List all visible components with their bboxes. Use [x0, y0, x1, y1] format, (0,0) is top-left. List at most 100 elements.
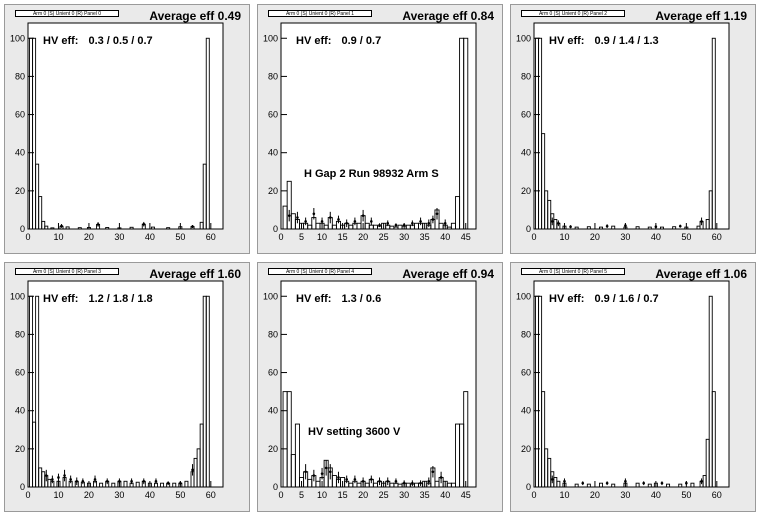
error-marker [63, 474, 66, 477]
error-marker [353, 220, 357, 223]
y-tick-label: 80 [521, 71, 531, 81]
average-eff-label: Average eff 1.19 [655, 9, 747, 23]
x-tick-label: 20 [84, 232, 94, 242]
histogram-bin [166, 227, 171, 230]
error-marker [605, 481, 609, 485]
x-tick-label: 15 [338, 490, 348, 500]
histogram-bin [678, 483, 683, 488]
histogram-name-box: Arm 0 (S) Unient 0 (R) Panel 0 [15, 10, 119, 17]
error-marker [69, 478, 72, 481]
hv-eff-label: HV eff: 0.9 / 0.7 [296, 35, 382, 47]
histogram-bin [541, 391, 546, 488]
y-tick-label: 100 [263, 33, 278, 43]
hv-eff-label: HV eff: 0.9 / 1.4 / 1.3 [549, 35, 659, 47]
error-marker [439, 476, 443, 479]
histogram-bin [286, 391, 292, 488]
x-tick-label: 0 [278, 232, 283, 242]
hv-eff-label: HV eff: 1.3 / 0.6 [296, 293, 382, 305]
histogram-name-box: Arm 0 (S) Unient 0 (R) Panel 1 [268, 10, 372, 17]
x-tick-label: 0 [25, 232, 30, 242]
x-tick-label: 20 [590, 232, 600, 242]
x-tick-label: 20 [358, 232, 368, 242]
error-marker [419, 481, 422, 485]
x-tick-label: 0 [531, 232, 536, 242]
average-eff-label: Average eff 1.06 [655, 267, 747, 281]
x-tick-label: 30 [620, 232, 630, 242]
error-marker [378, 479, 381, 483]
error-marker [312, 212, 316, 216]
histogram-bin [44, 225, 49, 230]
error-marker [427, 479, 431, 483]
error-marker [93, 478, 97, 481]
histogram-bin [574, 226, 579, 230]
histogram-bin [659, 226, 664, 230]
plot-frame [533, 280, 730, 488]
average-eff-value: 0.84 [470, 9, 494, 23]
histogram-bin [150, 226, 155, 230]
histogram-name-box: Arm 0 (S) Unient 0 (R) Panel 3 [15, 268, 119, 275]
histogram-bin [205, 295, 210, 488]
x-tick-label: 0 [278, 490, 283, 500]
histogram-bin [172, 482, 177, 488]
histogram-pad-0: 0 10 20 30 40 50 60 0 20 40 60 80 100 Arm 0 (S) Unie… [4, 4, 250, 254]
error-marker [431, 218, 435, 221]
error-marker [328, 216, 332, 219]
error-marker [304, 470, 307, 474]
x-tick-label: 5 [299, 232, 304, 242]
histogram-bin [129, 226, 134, 230]
histogram-bin [666, 483, 671, 488]
error-marker [581, 481, 585, 485]
error-marker [386, 221, 390, 225]
histogram-name-box: Arm 0 (S) Unient 0 (R) Panel 5 [521, 268, 625, 275]
x-tick-label: 0 [25, 490, 30, 500]
error-marker [700, 479, 703, 483]
histogram-plot: 0 5 10 15 20 25 30 35 40 45 0 20 40 60 80 100 [263, 280, 477, 500]
x-tick-label: 50 [175, 490, 185, 500]
average-eff-label: Average eff 0.94 [402, 267, 494, 281]
histogram-bin [672, 226, 677, 230]
y-tick-label: 100 [10, 291, 25, 301]
error-marker [296, 216, 299, 219]
y-tick-label: 20 [268, 186, 278, 196]
error-marker [57, 476, 60, 479]
y-tick-label: 40 [15, 406, 25, 416]
x-tick-label: 10 [559, 232, 569, 242]
x-tick-label: 50 [681, 490, 691, 500]
y-tick-label: 0 [273, 482, 278, 492]
error-marker [328, 470, 332, 474]
y-tick-label: 0 [20, 482, 25, 492]
x-tick-label: 30 [114, 490, 124, 500]
histogram-bin [41, 220, 46, 230]
histogram-bin [647, 483, 652, 488]
y-tick-label: 100 [516, 33, 531, 43]
y-tick-label: 60 [15, 110, 25, 120]
histogram-plot: 0 5 10 15 20 25 30 35 40 45 0 20 40 60 80 100 [263, 22, 477, 242]
error-marker [320, 472, 324, 475]
histogram-bin [611, 225, 616, 230]
x-tick-label: 25 [379, 490, 389, 500]
error-marker [51, 478, 54, 481]
x-tick-label: 10 [53, 232, 63, 242]
error-marker [386, 479, 390, 483]
error-marker [353, 478, 357, 481]
error-marker [550, 220, 554, 223]
error-marker [287, 214, 291, 217]
x-tick-label: 5 [299, 490, 304, 500]
y-tick-label: 20 [15, 444, 25, 454]
y-tick-label: 20 [15, 186, 25, 196]
histogram-pad-2: 0 10 20 30 40 50 60 0 20 40 60 80 100 Arm 0 (S) Unie… [510, 4, 756, 254]
histogram-bin [294, 423, 300, 488]
histogram-pad-4: 0 5 10 15 20 25 30 35 40 45 0 20 40 60 80 100 Arm 0 (S)… [257, 262, 503, 512]
error-marker [44, 474, 48, 477]
histogram-bin [35, 295, 40, 488]
x-tick-label: 45 [461, 232, 471, 242]
y-tick-label: 0 [20, 224, 25, 234]
average-eff-value: 1.60 [217, 267, 241, 281]
run-annotation: H Gap 2 Run 98932 Arm S [304, 168, 439, 180]
x-tick-label: 40 [651, 232, 661, 242]
error-marker [411, 481, 414, 485]
error-marker [81, 479, 85, 483]
error-marker [678, 224, 682, 228]
error-marker [642, 481, 645, 485]
histogram-bin [574, 483, 579, 488]
